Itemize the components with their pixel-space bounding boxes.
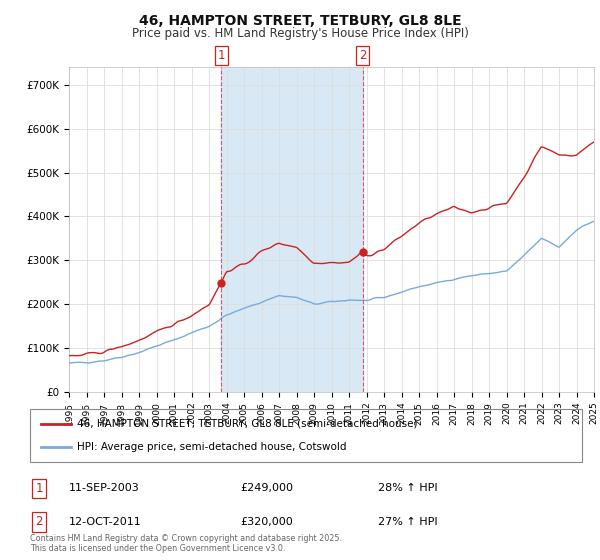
Text: HPI: Average price, semi-detached house, Cotswold: HPI: Average price, semi-detached house,…: [77, 442, 346, 452]
Text: £249,000: £249,000: [240, 483, 293, 493]
Text: 11-SEP-2003: 11-SEP-2003: [69, 483, 140, 493]
Text: 46, HAMPTON STREET, TETBURY, GL8 8LE: 46, HAMPTON STREET, TETBURY, GL8 8LE: [139, 14, 461, 28]
Bar: [221, 67, 362, 392]
Text: 2: 2: [35, 515, 43, 529]
Text: 2: 2: [359, 49, 367, 62]
Text: 1: 1: [35, 482, 43, 495]
Text: Contains HM Land Registry data © Crown copyright and database right 2025.
This d: Contains HM Land Registry data © Crown c…: [30, 534, 342, 553]
Text: Price paid vs. HM Land Registry's House Price Index (HPI): Price paid vs. HM Land Registry's House …: [131, 27, 469, 40]
Text: £320,000: £320,000: [240, 517, 293, 527]
Text: 27% ↑ HPI: 27% ↑ HPI: [378, 517, 437, 527]
Text: 28% ↑ HPI: 28% ↑ HPI: [378, 483, 437, 493]
Text: 46, HAMPTON STREET, TETBURY, GL8 8LE (semi-detached house): 46, HAMPTON STREET, TETBURY, GL8 8LE (se…: [77, 419, 418, 429]
Text: 12-OCT-2011: 12-OCT-2011: [69, 517, 142, 527]
Text: 1: 1: [218, 49, 225, 62]
